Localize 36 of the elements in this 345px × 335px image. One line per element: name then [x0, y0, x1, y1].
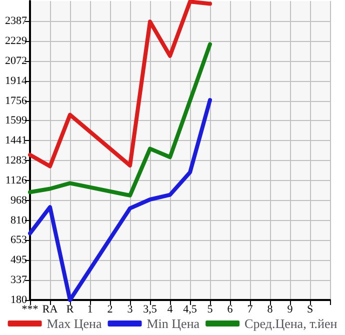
x-tick-label: 9 [287, 304, 294, 316]
x-tick-label: 5 [207, 304, 214, 316]
x-tick-label: *** [22, 304, 38, 316]
x-tick-label: 2 [107, 304, 113, 316]
y-tick-label: 1283 [5, 154, 28, 167]
legend-label: Сред.Цена, т.йен [244, 316, 338, 331]
y-tick-label: 1126 [5, 174, 28, 186]
y-tick-label: 180 [10, 294, 28, 306]
x-tick-label: 3,5 [143, 304, 158, 316]
legend-label: Min Цена [146, 316, 200, 331]
y-tick-label: 2229 [5, 34, 28, 47]
y-tick-label: 1914 [5, 74, 28, 87]
y-tick-label: 653 [10, 234, 28, 246]
y-tick-label: 810 [10, 214, 28, 226]
legend-label: Max Цена [46, 316, 102, 331]
x-tick-label: RA [42, 304, 58, 316]
y-tick-label: 1756 [5, 94, 28, 107]
y-tick-label: 968 [10, 194, 28, 206]
x-tick-label: 8 [267, 304, 274, 316]
y-tick-label: 1441 [5, 134, 27, 147]
y-tick-label: 1599 [5, 114, 28, 127]
x-tick-label: 7 [247, 304, 254, 316]
y-tick-label: 337 [10, 274, 28, 286]
x-tick-label: 3 [127, 304, 134, 316]
x-tick-label: R [66, 304, 74, 316]
x-tick-label: 4 [167, 304, 174, 316]
line-series [28, 98, 212, 302]
line-series [28, 0, 212, 168]
x-tick-label: S [306, 304, 314, 316]
x-tick-label: 6 [227, 304, 234, 316]
x-tick-label: 1 [87, 304, 93, 316]
y-tick-label: 495 [10, 254, 28, 266]
y-tick-label: 2387 [5, 14, 28, 27]
line-series [28, 42, 212, 198]
x-tick-label: 4,5 [183, 304, 198, 316]
y-tick-label: 2072 [5, 54, 27, 67]
